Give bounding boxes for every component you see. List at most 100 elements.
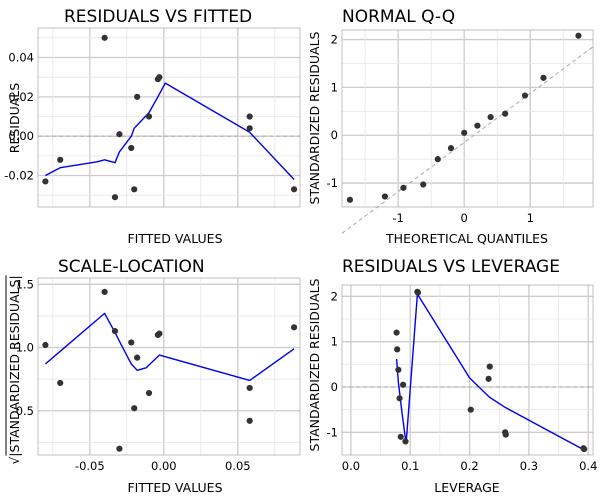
data-point — [461, 129, 468, 136]
data-point — [57, 156, 64, 163]
data-point — [246, 113, 253, 120]
data-point — [396, 395, 403, 402]
x-tick-label: 0.05 — [225, 459, 251, 473]
x-axis-label: LEVERAGE — [434, 480, 500, 495]
data-point — [486, 363, 493, 370]
data-point — [131, 405, 138, 412]
data-point — [580, 446, 588, 453]
data-point — [400, 184, 407, 191]
data-point — [156, 74, 163, 81]
data-point — [502, 110, 509, 117]
y-tick-label: 0 — [331, 380, 338, 394]
y-tick-label: -1 — [327, 425, 338, 439]
x-axis-label: FITTED VALUES — [127, 231, 222, 246]
data-point — [414, 289, 422, 296]
x-tick-label: 0.1 — [401, 459, 419, 473]
panel-title: RESIDUALS VS FITTED — [64, 7, 252, 27]
x-axis-label: THEORETICAL QUANTILES — [385, 231, 548, 246]
data-point — [540, 74, 547, 81]
x-tick-label: -1 — [392, 211, 403, 225]
data-point — [474, 122, 481, 129]
plot-frame — [37, 27, 301, 208]
data-point — [400, 381, 407, 388]
x-tick-label: 0.2 — [460, 459, 478, 473]
data-point — [346, 196, 354, 203]
y-tick-label: 1 — [331, 80, 338, 94]
data-point — [575, 32, 582, 39]
x-tick-label: 1 — [527, 211, 534, 225]
data-point — [502, 431, 509, 438]
x-tick-label: 0.4 — [579, 459, 597, 473]
x-tick-label: 0.00 — [151, 459, 177, 473]
scale-location-panel: -0.05 0.00 0.05 0.5 1.0 1.5 SCALE-LOCATION FI… — [5, 257, 301, 495]
data-point — [434, 156, 441, 163]
data-point — [156, 330, 163, 337]
plot-frame — [341, 284, 594, 456]
x-axis-label: FITTED VALUES — [127, 480, 222, 495]
data-point — [447, 145, 455, 152]
data-point — [246, 384, 253, 392]
data-point — [111, 194, 119, 201]
y-tick-label: 1.0 — [16, 341, 34, 355]
y-tick-label: 0 — [331, 128, 338, 142]
data-point — [381, 193, 389, 200]
data-point — [131, 186, 138, 193]
residuals-vs-fitted-panel: -0.02 0.00 0.02 0.04 RESIDUALS VS FITTED FI… — [4, 7, 301, 246]
data-point — [290, 186, 298, 193]
data-point — [395, 366, 402, 373]
reference-line — [341, 46, 594, 234]
data-point — [246, 417, 253, 424]
smoother-line — [45, 82, 295, 180]
data-point — [485, 375, 492, 382]
data-point — [394, 346, 401, 353]
plot-frame — [341, 29, 594, 208]
data-point — [116, 445, 123, 452]
data-point — [145, 113, 153, 120]
data-point — [116, 131, 123, 138]
data-point — [393, 329, 400, 336]
data-point — [521, 92, 529, 99]
data-point — [487, 113, 494, 121]
x-tick-label: -0.05 — [75, 459, 105, 473]
data-point — [134, 93, 141, 100]
data-point — [402, 438, 409, 445]
y-axis-label: STANDARDIZED RESIDUALS — [307, 31, 322, 204]
y-tick-label: 1.5 — [16, 277, 34, 291]
panel-title: RESIDUALS VS LEVERAGE — [342, 257, 560, 277]
data-point — [128, 339, 135, 346]
panel-title: NORMAL Q-Q — [342, 7, 455, 27]
y-axis-label: STANDARDIZED RESIDUALS — [307, 278, 322, 451]
data-point — [145, 389, 153, 397]
x-tick-label: 0.0 — [342, 459, 360, 473]
x-tick-label: 0 — [461, 211, 468, 225]
y-axis-label: √|STANDARDIZED RESIDUALS| — [7, 275, 22, 464]
y-axis-label: RESIDUALS — [7, 83, 22, 153]
normal-qq-panel: -1 0 1 -1 0 1 2 NORMAL Q-Q THEORETICAL QUANTIL… — [307, 7, 594, 246]
data-point — [420, 181, 427, 188]
y-tick-label: 0.04 — [8, 51, 34, 65]
data-point — [246, 125, 253, 132]
data-point — [101, 288, 108, 296]
data-point — [134, 354, 141, 361]
data-point — [42, 341, 49, 349]
y-tick-label: -1 — [327, 176, 338, 190]
y-tick-label: 2 — [331, 33, 338, 47]
panel-title: SCALE-LOCATION — [58, 257, 205, 277]
data-point — [42, 178, 49, 185]
smoother-line — [44, 312, 295, 382]
data-point — [101, 34, 108, 41]
y-tick-label: 0.5 — [16, 404, 34, 418]
y-tick-label: 1 — [331, 335, 338, 349]
data-point — [111, 328, 119, 335]
data-point — [467, 406, 474, 413]
plot-frame — [37, 277, 301, 456]
y-tick-label: 2 — [331, 289, 338, 303]
data-point — [128, 144, 135, 152]
y-tick-label: 0.00 — [8, 129, 34, 143]
residuals-vs-leverage-panel: 0.0 0.1 0.2 0.3 0.4 -1 0 1 2 RESIDUALS VS LEVERA… — [307, 257, 597, 495]
data-point — [397, 433, 404, 440]
x-tick-label: 0.3 — [520, 459, 538, 473]
y-tick-label: -0.02 — [4, 169, 34, 183]
data-point — [57, 379, 64, 387]
